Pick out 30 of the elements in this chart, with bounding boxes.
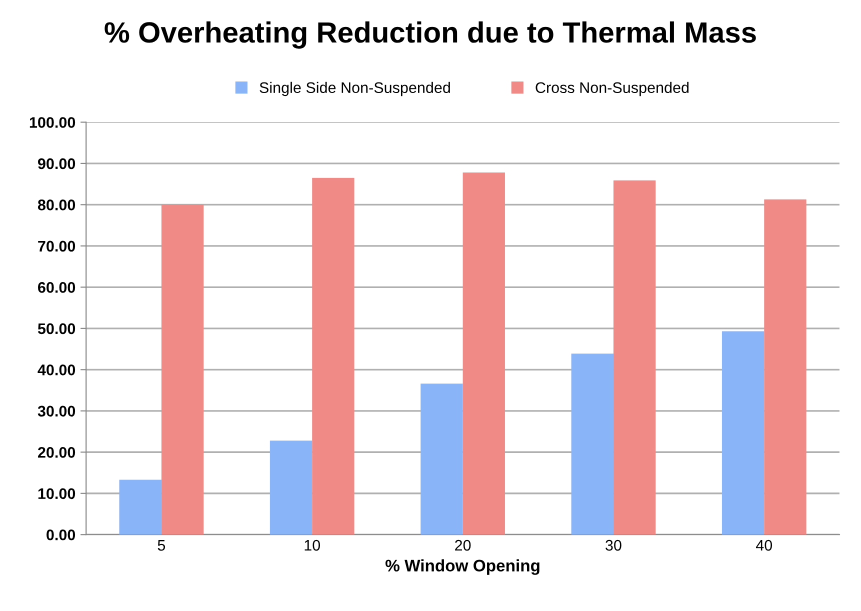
legend-label: Cross Non-Suspended <box>536 82 689 96</box>
bar <box>462 172 505 535</box>
bar <box>420 384 463 535</box>
y-tick-label: 90.00 <box>38 158 76 170</box>
y-tick-label: 30.00 <box>38 406 76 417</box>
x-tick-label: 20 <box>455 540 471 551</box>
x-axis-title: % Window Opening <box>386 559 540 575</box>
y-tick-label: 20.00 <box>38 447 76 458</box>
bar <box>161 204 204 535</box>
y-tick-label: 40.00 <box>38 364 76 376</box>
y-tick-label: 70.00 <box>38 240 76 252</box>
y-tick-label: 80.00 <box>38 200 76 210</box>
bar <box>722 331 764 535</box>
chart-title: % Overheating Reduction due to Thermal Mass <box>104 21 756 49</box>
bar <box>571 354 614 535</box>
bar <box>312 178 354 535</box>
bar <box>613 180 656 535</box>
y-tick-label: 10.00 <box>38 488 76 500</box>
y-tick-label: 0.00 <box>46 529 76 540</box>
x-tick-label: 40 <box>756 540 772 551</box>
bar <box>764 199 806 535</box>
y-tick-label: 50.00 <box>38 323 76 334</box>
bar <box>119 480 162 535</box>
legend-label: Single Side Non-Suspended <box>260 82 450 96</box>
y-tick-label: 100.00 <box>30 117 76 128</box>
y-tick-label: 60.00 <box>38 282 76 293</box>
x-tick-label: 10 <box>304 540 320 551</box>
x-tick-label: 30 <box>606 540 622 551</box>
x-tick-label: 5 <box>158 540 166 551</box>
bar <box>270 440 312 535</box>
